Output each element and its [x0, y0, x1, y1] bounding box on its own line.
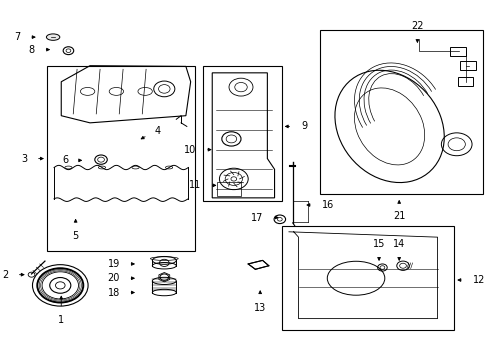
- Circle shape: [28, 272, 35, 277]
- Bar: [47, 66, 195, 251]
- Text: 2: 2: [2, 270, 8, 280]
- Text: 7: 7: [14, 32, 20, 42]
- Text: 17: 17: [251, 212, 263, 222]
- Text: 11: 11: [188, 180, 201, 190]
- Ellipse shape: [46, 34, 60, 40]
- Text: 16: 16: [321, 200, 333, 210]
- Text: 6: 6: [62, 156, 68, 165]
- Bar: [202, 66, 281, 202]
- Text: 4: 4: [154, 126, 160, 136]
- Text: 19: 19: [107, 259, 120, 269]
- Bar: [457, 77, 472, 86]
- Text: 10: 10: [184, 145, 196, 155]
- Bar: [459, 62, 475, 70]
- Text: 21: 21: [392, 211, 405, 221]
- Text: 1: 1: [58, 315, 64, 325]
- Text: 15: 15: [372, 239, 385, 249]
- Text: 22: 22: [410, 21, 423, 31]
- Text: 3: 3: [21, 154, 27, 163]
- Bar: [217, 182, 241, 196]
- Text: 9: 9: [300, 121, 306, 131]
- Text: 14: 14: [392, 239, 405, 249]
- Text: 8: 8: [29, 45, 35, 55]
- Text: 5: 5: [72, 231, 79, 241]
- Text: 18: 18: [107, 288, 120, 297]
- Bar: [320, 30, 482, 194]
- Text: 20: 20: [107, 273, 120, 283]
- Bar: [449, 47, 466, 56]
- Bar: [281, 226, 453, 330]
- Text: 13: 13: [254, 302, 266, 312]
- Text: 12: 12: [471, 275, 484, 285]
